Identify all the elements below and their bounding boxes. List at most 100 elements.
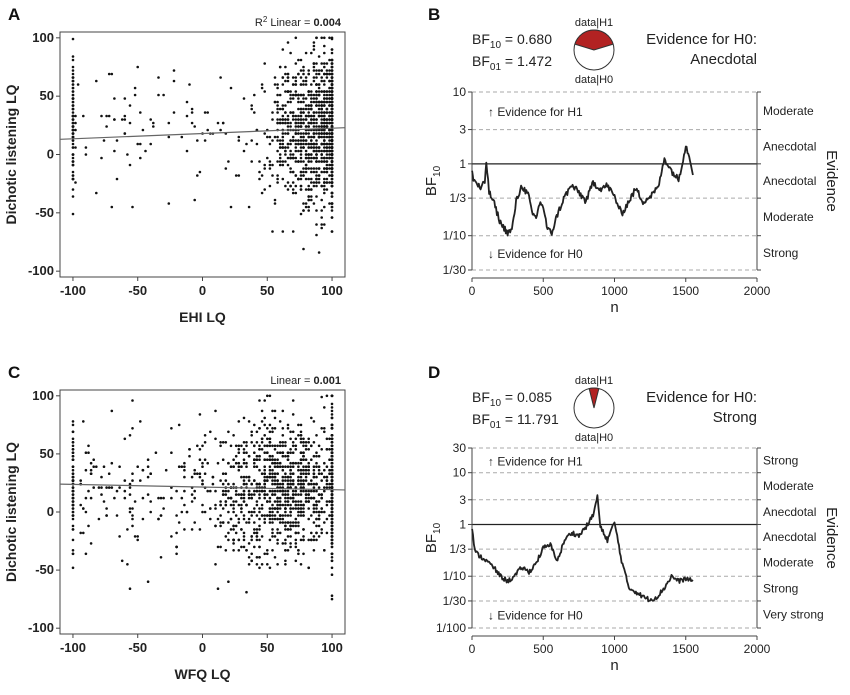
scatter-point [315, 149, 318, 153]
scatter-point [315, 503, 318, 507]
scatter-point [325, 132, 329, 135]
scatter-point [177, 465, 181, 469]
scatter-point [323, 156, 326, 160]
scatter-point [325, 163, 329, 167]
scatter-point [315, 146, 318, 149]
scatter-point [276, 489, 279, 493]
scatter-point [271, 510, 274, 514]
scatter-point [170, 496, 173, 500]
scatter-point [297, 97, 300, 100]
scatter-point [175, 489, 178, 493]
scatter-point [297, 531, 300, 535]
scatter-point [312, 142, 316, 146]
scatter-point [159, 496, 163, 500]
scatter-point [297, 58, 300, 62]
scatter-point [294, 507, 298, 510]
scatter-point [304, 496, 308, 500]
x-tick-label: -100 [60, 640, 86, 655]
scatter-point [320, 142, 324, 146]
scatter-point [278, 142, 282, 146]
scatter-point [276, 174, 279, 177]
scatter-point [110, 205, 114, 209]
scatter-point [315, 517, 318, 521]
scatter-point [317, 524, 321, 528]
scatter-point [330, 170, 334, 174]
scatter-point [291, 170, 295, 174]
scatter-point [330, 230, 334, 233]
scatter-point [131, 399, 134, 402]
scatter-point [268, 489, 272, 493]
scatter-point [271, 489, 274, 493]
scatter-point [273, 514, 277, 517]
scatter-point [315, 125, 318, 128]
scatter-point [289, 139, 292, 142]
scatter-point [323, 51, 326, 55]
scatter-point [71, 97, 75, 100]
scatter-point [323, 100, 326, 104]
scatter-point [89, 542, 93, 545]
scatter-point [276, 531, 279, 535]
scatter-point [315, 111, 318, 114]
scatter-point [307, 493, 311, 496]
scatter-point [180, 465, 184, 469]
scatter-point [271, 479, 274, 482]
scatter-point [232, 482, 235, 486]
scatter-point [232, 458, 235, 462]
scatter-point [312, 135, 316, 139]
scatter-point [71, 472, 75, 476]
scatter-point [260, 191, 264, 195]
scatter-point [115, 177, 119, 181]
scatter-point [310, 489, 313, 493]
scatter-point [263, 475, 267, 479]
scatter-point [330, 461, 334, 465]
scatter-point [291, 188, 295, 191]
scatter-point [242, 496, 246, 500]
scatter-point [263, 479, 267, 482]
scatter-point [255, 465, 259, 469]
scatter-point [258, 545, 261, 549]
scatter-point [284, 184, 287, 188]
scatter-point [268, 468, 272, 472]
scatter-point [320, 531, 324, 535]
scatter-point [281, 451, 285, 455]
scatter-point [271, 517, 274, 521]
scatter-point [271, 444, 274, 448]
scatter-point [299, 156, 303, 160]
scatter-point [286, 503, 290, 507]
scatter-point [284, 121, 287, 125]
scatter-point [310, 156, 313, 160]
scatter-point [278, 465, 282, 469]
scatter-point [284, 90, 287, 93]
scatter-point [312, 48, 316, 51]
scatter-point [196, 174, 199, 177]
scatter-point [317, 472, 321, 476]
scatter-point [317, 510, 321, 514]
scatter-point [323, 125, 326, 128]
scatter-point [323, 223, 326, 226]
scatter-point [276, 83, 279, 86]
scatter-point [255, 458, 259, 462]
scatter-point [263, 458, 267, 462]
scatter-point [128, 493, 132, 496]
scatter-point [71, 153, 75, 156]
scatter-point [268, 184, 272, 188]
scatter-point [273, 76, 277, 79]
scatter-point [330, 594, 334, 597]
scatter-point [232, 542, 235, 545]
scatter-point [84, 146, 88, 149]
scatter-point [276, 104, 279, 107]
scatter-point [284, 149, 287, 153]
scatter-point [317, 55, 321, 58]
scatter-point [255, 482, 259, 486]
y-tick-label: 1 [459, 157, 466, 171]
scatter-point [310, 107, 313, 111]
scatter-point [237, 444, 241, 448]
scatter-point [325, 146, 329, 149]
scatter-point [170, 427, 173, 430]
scatter-point [304, 118, 308, 121]
scatter-point [317, 72, 321, 76]
scatter-point [276, 93, 279, 97]
scatter-point [312, 496, 316, 500]
scatter-point [289, 482, 292, 486]
x-tick-label: 0 [199, 640, 206, 655]
